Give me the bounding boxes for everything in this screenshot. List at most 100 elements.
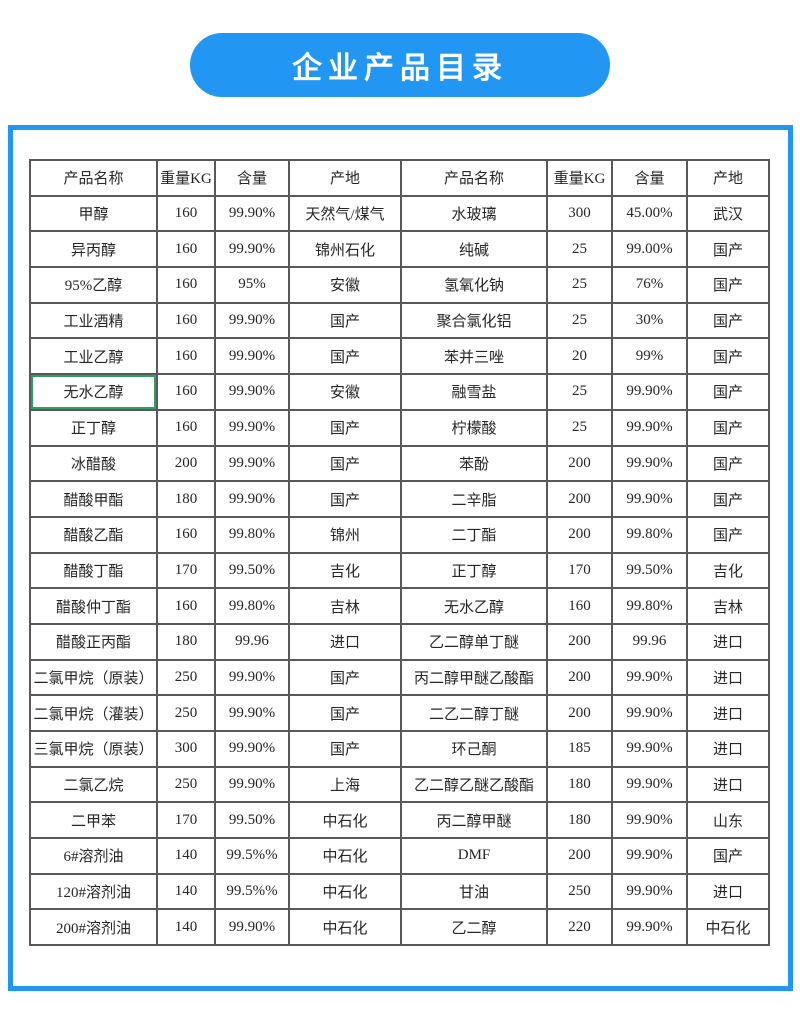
table-cell: 45.00% [611, 194, 688, 233]
table-cell: 99.00% [611, 230, 688, 269]
table-cell: 160 [156, 301, 216, 340]
table-cell: 160 [156, 266, 216, 304]
page-title-banner: 企业产品目录 [190, 33, 610, 97]
table-cell: 99.90% [214, 373, 290, 411]
table-cell: 200 [546, 622, 613, 661]
table-cell: 吉化 [288, 551, 402, 590]
table-body: 甲醇 160 99.90% 天然气/煤气 水玻璃 300 45.00% 武汉 异丙醇 160 99.… [29, 194, 770, 947]
table-cell: 国产 [288, 301, 402, 340]
table-cell: 160 [156, 194, 216, 233]
table-cell: 进口 [686, 872, 770, 911]
table-cell: 99.90% [214, 444, 290, 483]
table-cell: 水玻璃 [400, 194, 548, 233]
table-cell: 醋酸正丙酯 [29, 622, 158, 661]
table-cell: 柠檬酸 [400, 408, 548, 447]
column-header: 重量KG [156, 159, 216, 197]
table-cell: 二乙二醇丁醚 [400, 694, 548, 732]
column-header: 含量 [214, 159, 290, 197]
table-cell: 乙二醇 [400, 908, 548, 947]
selected-cell: 无水乙醇 [29, 373, 158, 411]
table-row: 二氯甲烷（原装） 250 99.90% 国产 丙二醇甲醚乙酸酯 200 99.90% 进口 [29, 658, 770, 697]
table-cell: 99.90% [214, 301, 290, 340]
table-cell: 99.50% [611, 551, 688, 590]
table-cell: 中石化 [288, 872, 402, 911]
catalog-frame: 产品名称 重量KG 含量 产地 产品名称 重量KG 含量 产地 甲醇 160 99.90% 天然气/… [8, 125, 793, 991]
table-cell: 25 [546, 373, 613, 411]
table-cell: 国产 [686, 230, 770, 269]
table-cell: 99.80% [214, 587, 290, 625]
table-cell: 国产 [288, 658, 402, 697]
table-cell: 99.90% [611, 730, 688, 768]
table-cell: 250 [156, 765, 216, 804]
table-cell: 99.90% [611, 801, 688, 840]
table-cell: 国产 [288, 408, 402, 447]
column-header: 重量KG [546, 159, 613, 197]
header-row: 产品名称 重量KG 含量 产地 产品名称 重量KG 含量 产地 [29, 159, 770, 197]
table-cell: 醋酸甲酯 [29, 480, 158, 518]
table-cell: 99.90% [611, 765, 688, 804]
table-cell: 甲醇 [29, 194, 158, 233]
table-cell: 99.90% [214, 480, 290, 518]
table-row: 醋酸甲酯 180 99.90% 国产 二辛脂 200 99.90% 国产 [29, 480, 770, 518]
table-cell: 180 [156, 622, 216, 661]
table-cell: 苯并三唑 [400, 337, 548, 376]
column-header: 含量 [611, 159, 688, 197]
table-cell: 99.80% [611, 515, 688, 554]
table-cell: 120#溶剂油 [29, 872, 158, 911]
table-cell: 99.90% [214, 765, 290, 804]
table-cell: 300 [156, 730, 216, 768]
table-cell: 140 [156, 908, 216, 947]
table-cell: 纯碱 [400, 230, 548, 269]
table-cell: 200 [546, 837, 613, 875]
table-cell: 99.90% [214, 230, 290, 269]
table-cell: 进口 [686, 622, 770, 661]
table-cell: 武汉 [686, 194, 770, 233]
table-row: 6#溶剂油 140 99.5%% 中石化 DMF 200 99.90% 国产 [29, 837, 770, 875]
table-cell: 二氯甲烷（原装） [29, 658, 158, 697]
table-row: 二甲苯 170 99.50% 中石化 丙二醇甲醚 180 99.90% 山东 [29, 801, 770, 840]
table-cell: 国产 [686, 444, 770, 483]
table-cell: 180 [546, 801, 613, 840]
table-row: 工业乙醇 160 99.90% 国产 苯并三唑 20 99% 国产 [29, 337, 770, 376]
table-cell: 99.90% [214, 408, 290, 447]
table-row: 二氯甲烷（灌装） 250 99.90% 国产 二乙二醇丁醚 200 99.90% 进口 [29, 694, 770, 732]
product-table: 产品名称 重量KG 含量 产地 产品名称 重量KG 含量 产地 甲醇 160 99.90% 天然气/… [29, 159, 770, 947]
table-cell: 99.50% [214, 551, 290, 590]
table-cell: 170 [156, 551, 216, 590]
table-cell: 25 [546, 230, 613, 269]
table-cell: 200 [546, 658, 613, 697]
table-cell: 99.96 [214, 622, 290, 661]
table-cell: 170 [546, 551, 613, 590]
table-cell: 200 [546, 480, 613, 518]
table-cell: 160 [156, 337, 216, 376]
table-cell: 95%乙醇 [29, 266, 158, 304]
table-row: 无水乙醇 160 99.90% 安徽 融雪盐 25 99.90% 国产 [29, 373, 770, 411]
table-cell: 99.90% [611, 408, 688, 447]
table-cell: 6#溶剂油 [29, 837, 158, 875]
table-cell: 99.90% [611, 837, 688, 875]
table-cell: 吉林 [288, 587, 402, 625]
table-cell: 无水乙醇 [400, 587, 548, 625]
table-cell: 国产 [686, 837, 770, 875]
column-header: 产地 [686, 159, 770, 197]
table-cell: 25 [546, 408, 613, 447]
table-cell: 99.90% [611, 872, 688, 911]
table-cell: 国产 [686, 515, 770, 554]
table-row: 95%乙醇 160 95% 安徽 氢氧化钠 25 76% 国产 [29, 266, 770, 304]
table-cell: 吉林 [686, 587, 770, 625]
table-cell: 工业酒精 [29, 301, 158, 340]
table-cell: 锦州石化 [288, 230, 402, 269]
table-cell: 醋酸乙酯 [29, 515, 158, 554]
table-cell: 99.90% [611, 658, 688, 697]
table-cell: 99.80% [214, 515, 290, 554]
table-cell: 山东 [686, 801, 770, 840]
table-row: 醋酸乙酯 160 99.80% 锦州 二丁酯 200 99.80% 国产 [29, 515, 770, 554]
column-header: 产地 [288, 159, 402, 197]
table-cell: 99.90% [214, 908, 290, 947]
table-cell: 185 [546, 730, 613, 768]
table-cell: 99.50% [214, 801, 290, 840]
table-cell: 99.5%% [214, 837, 290, 875]
table-cell: 国产 [686, 301, 770, 340]
table-cell: 250 [156, 658, 216, 697]
table-row: 异丙醇 160 99.90% 锦州石化 纯碱 25 99.00% 国产 [29, 230, 770, 269]
